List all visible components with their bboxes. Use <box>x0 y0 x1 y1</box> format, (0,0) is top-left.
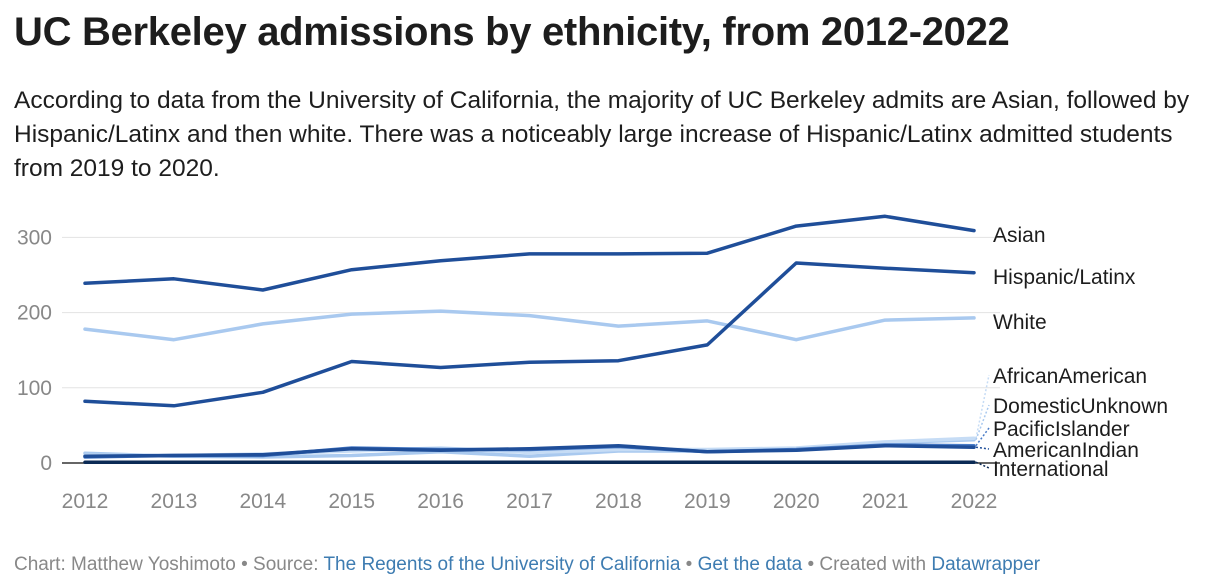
series-label-international: International <box>993 458 1109 481</box>
x-tick-label: 2017 <box>506 490 553 513</box>
datawrapper-link[interactable]: Datawrapper <box>931 554 1041 575</box>
x-tick-label: 2016 <box>417 490 464 513</box>
x-tick-label: 2019 <box>684 490 731 513</box>
source-prefix: Source: <box>253 554 319 575</box>
leader-line-pacificislander <box>975 427 990 447</box>
leader-line-americanindian <box>975 446 990 450</box>
source-link[interactable]: The Regents of the University of Califor… <box>323 554 681 575</box>
chart-subtitle: According to data from the University of… <box>14 87 1190 182</box>
y-tick-label: 200 <box>17 302 52 325</box>
chart-credit: Chart: Matthew Yoshimoto <box>14 554 236 575</box>
footer-bullet: • <box>241 554 248 575</box>
series-label-africanamerican: AfricanAmerican <box>993 365 1147 388</box>
get-data-link[interactable]: Get the data <box>697 554 803 575</box>
series-label-domesticunknown: DomesticUnknown <box>993 395 1168 418</box>
series-labels: Asian Hispanic/Latinx White AfricanAmerican… <box>975 224 1168 481</box>
series-lines <box>83 214 976 464</box>
series-label-white: White <box>993 311 1047 334</box>
y-axis-ticks: 0 100 200 300 <box>17 226 52 475</box>
footer-bullet: • <box>807 554 815 575</box>
x-tick-label: 2020 <box>773 490 820 513</box>
x-tick-label: 2013 <box>151 490 198 513</box>
x-tick-label: 2012 <box>62 490 109 513</box>
series-label-asian: Asian <box>993 224 1046 247</box>
y-tick-label: 100 <box>17 377 52 400</box>
chart-title: UC Berkeley admissions by ethnicity, fro… <box>14 10 1010 54</box>
created-prefix: Created with <box>819 554 927 575</box>
series-label-pacificislander: PacificIslander <box>993 418 1130 441</box>
x-tick-label: 2018 <box>595 490 642 513</box>
x-tick-label: 2015 <box>328 490 375 513</box>
series-line-americanindian <box>83 443 976 458</box>
gridlines <box>62 236 1000 464</box>
series-line-asian <box>83 214 976 292</box>
x-tick-label: 2022 <box>951 490 998 513</box>
y-tick-label: 0 <box>40 452 52 475</box>
footer-bullet: • <box>685 554 693 575</box>
x-axis-ticks: 2012 2013 2014 2015 2016 2017 2018 2019 2020 2021… <box>62 490 998 513</box>
series-label-americanindian: AmericanIndian <box>993 439 1139 462</box>
chart-footer: Chart: Matthew Yoshimoto • Source: The R… <box>14 554 1040 576</box>
series-line-white <box>83 309 976 342</box>
leader-line-africanamerican <box>975 374 990 439</box>
x-tick-label: 2021 <box>862 490 909 513</box>
series-line-hispanic-latinx <box>83 261 976 408</box>
series-label-hispanic-latinx: Hispanic/Latinx <box>993 266 1136 289</box>
x-tick-label: 2014 <box>239 490 286 513</box>
y-tick-label: 300 <box>17 226 52 249</box>
